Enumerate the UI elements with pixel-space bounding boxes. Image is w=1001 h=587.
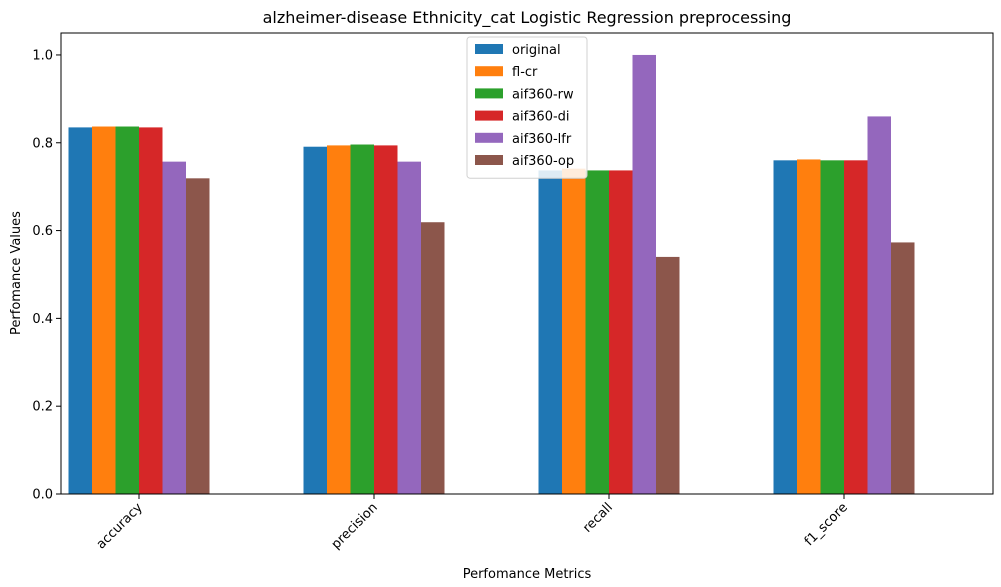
legend-label-aif360-rw: aif360-rw (512, 87, 574, 102)
bar-fl-cr-precision (327, 145, 351, 495)
x-tick-label-recall: recall (580, 500, 616, 536)
bar-original-precision (303, 146, 327, 495)
legend-label-fl-cr: fl-cr (512, 65, 538, 80)
bar-aif360-di-recall (609, 170, 633, 494)
bar-aif360-di-accuracy (139, 127, 163, 495)
bar-aif360-op-f1_score (891, 242, 915, 494)
bar-fl-cr-accuracy (92, 126, 116, 494)
x-tick-label-precision: precision (329, 500, 381, 552)
bar-original-f1_score (773, 160, 797, 495)
y-tick-label: 0.8 (32, 136, 53, 151)
y-tick-label: 0.0 (32, 488, 53, 503)
bar-aif360-di-f1_score (844, 160, 868, 495)
bar-aif360-lfr-recall (632, 54, 656, 494)
bar-fl-cr-recall (562, 168, 586, 494)
legend-swatch-aif360-rw (475, 88, 503, 99)
bar-aif360-rw-recall (585, 170, 609, 494)
legend: original fl-cr aif360-rw aif360-di aif360-lf… (466, 36, 588, 179)
plot-frame (60, 32, 994, 495)
x-axis-label: Perfomance Metrics (463, 567, 592, 582)
bar-fl-cr-f1_score (797, 159, 821, 494)
bar-aif360-lfr-f1_score (867, 116, 891, 495)
x-tick-label-accuracy: accuracy (94, 500, 146, 552)
bar-aif360-op-recall (656, 256, 680, 494)
legend-label-aif360-di: aif360-di (512, 110, 570, 125)
y-tick-label: 0.6 (32, 224, 53, 239)
bar-original-accuracy (68, 127, 92, 495)
bar-aif360-op-accuracy (186, 178, 210, 494)
legend-swatch-fl-cr (475, 66, 503, 77)
y-tick-label: 0.2 (32, 400, 53, 415)
bar-aif360-di-precision (374, 145, 398, 495)
bar-aif360-op-precision (421, 222, 445, 494)
legend-swatch-original (475, 44, 503, 54)
bar-aif360-rw-precision (350, 144, 374, 494)
legend-label-original: original (512, 43, 561, 58)
x-tick-label-f1_score: f1_score (802, 500, 851, 549)
bar-original-recall (538, 170, 562, 494)
y-tick-label: 0.4 (32, 312, 53, 327)
legend-swatch-aif360-lfr (475, 132, 503, 143)
legend-label-aif360-op: aif360-op (512, 154, 574, 169)
bars-group (68, 54, 915, 495)
y-tick-label: 1.0 (32, 48, 53, 63)
y-axis-label: Perfomance Values (9, 211, 24, 335)
chart-title: alzheimer-disease Ethnicity_cat Logistic… (263, 8, 792, 28)
bar-aif360-rw-accuracy (115, 126, 139, 494)
bar-aif360-lfr-accuracy (162, 161, 186, 495)
legend-swatch-aif360-di (475, 110, 503, 121)
legend-label-aif360-lfr: aif360-lfr (512, 132, 572, 147)
bar-aif360-lfr-precision (397, 161, 421, 495)
bar-aif360-rw-f1_score (820, 160, 844, 495)
legend-swatch-aif360-op (475, 155, 503, 165)
